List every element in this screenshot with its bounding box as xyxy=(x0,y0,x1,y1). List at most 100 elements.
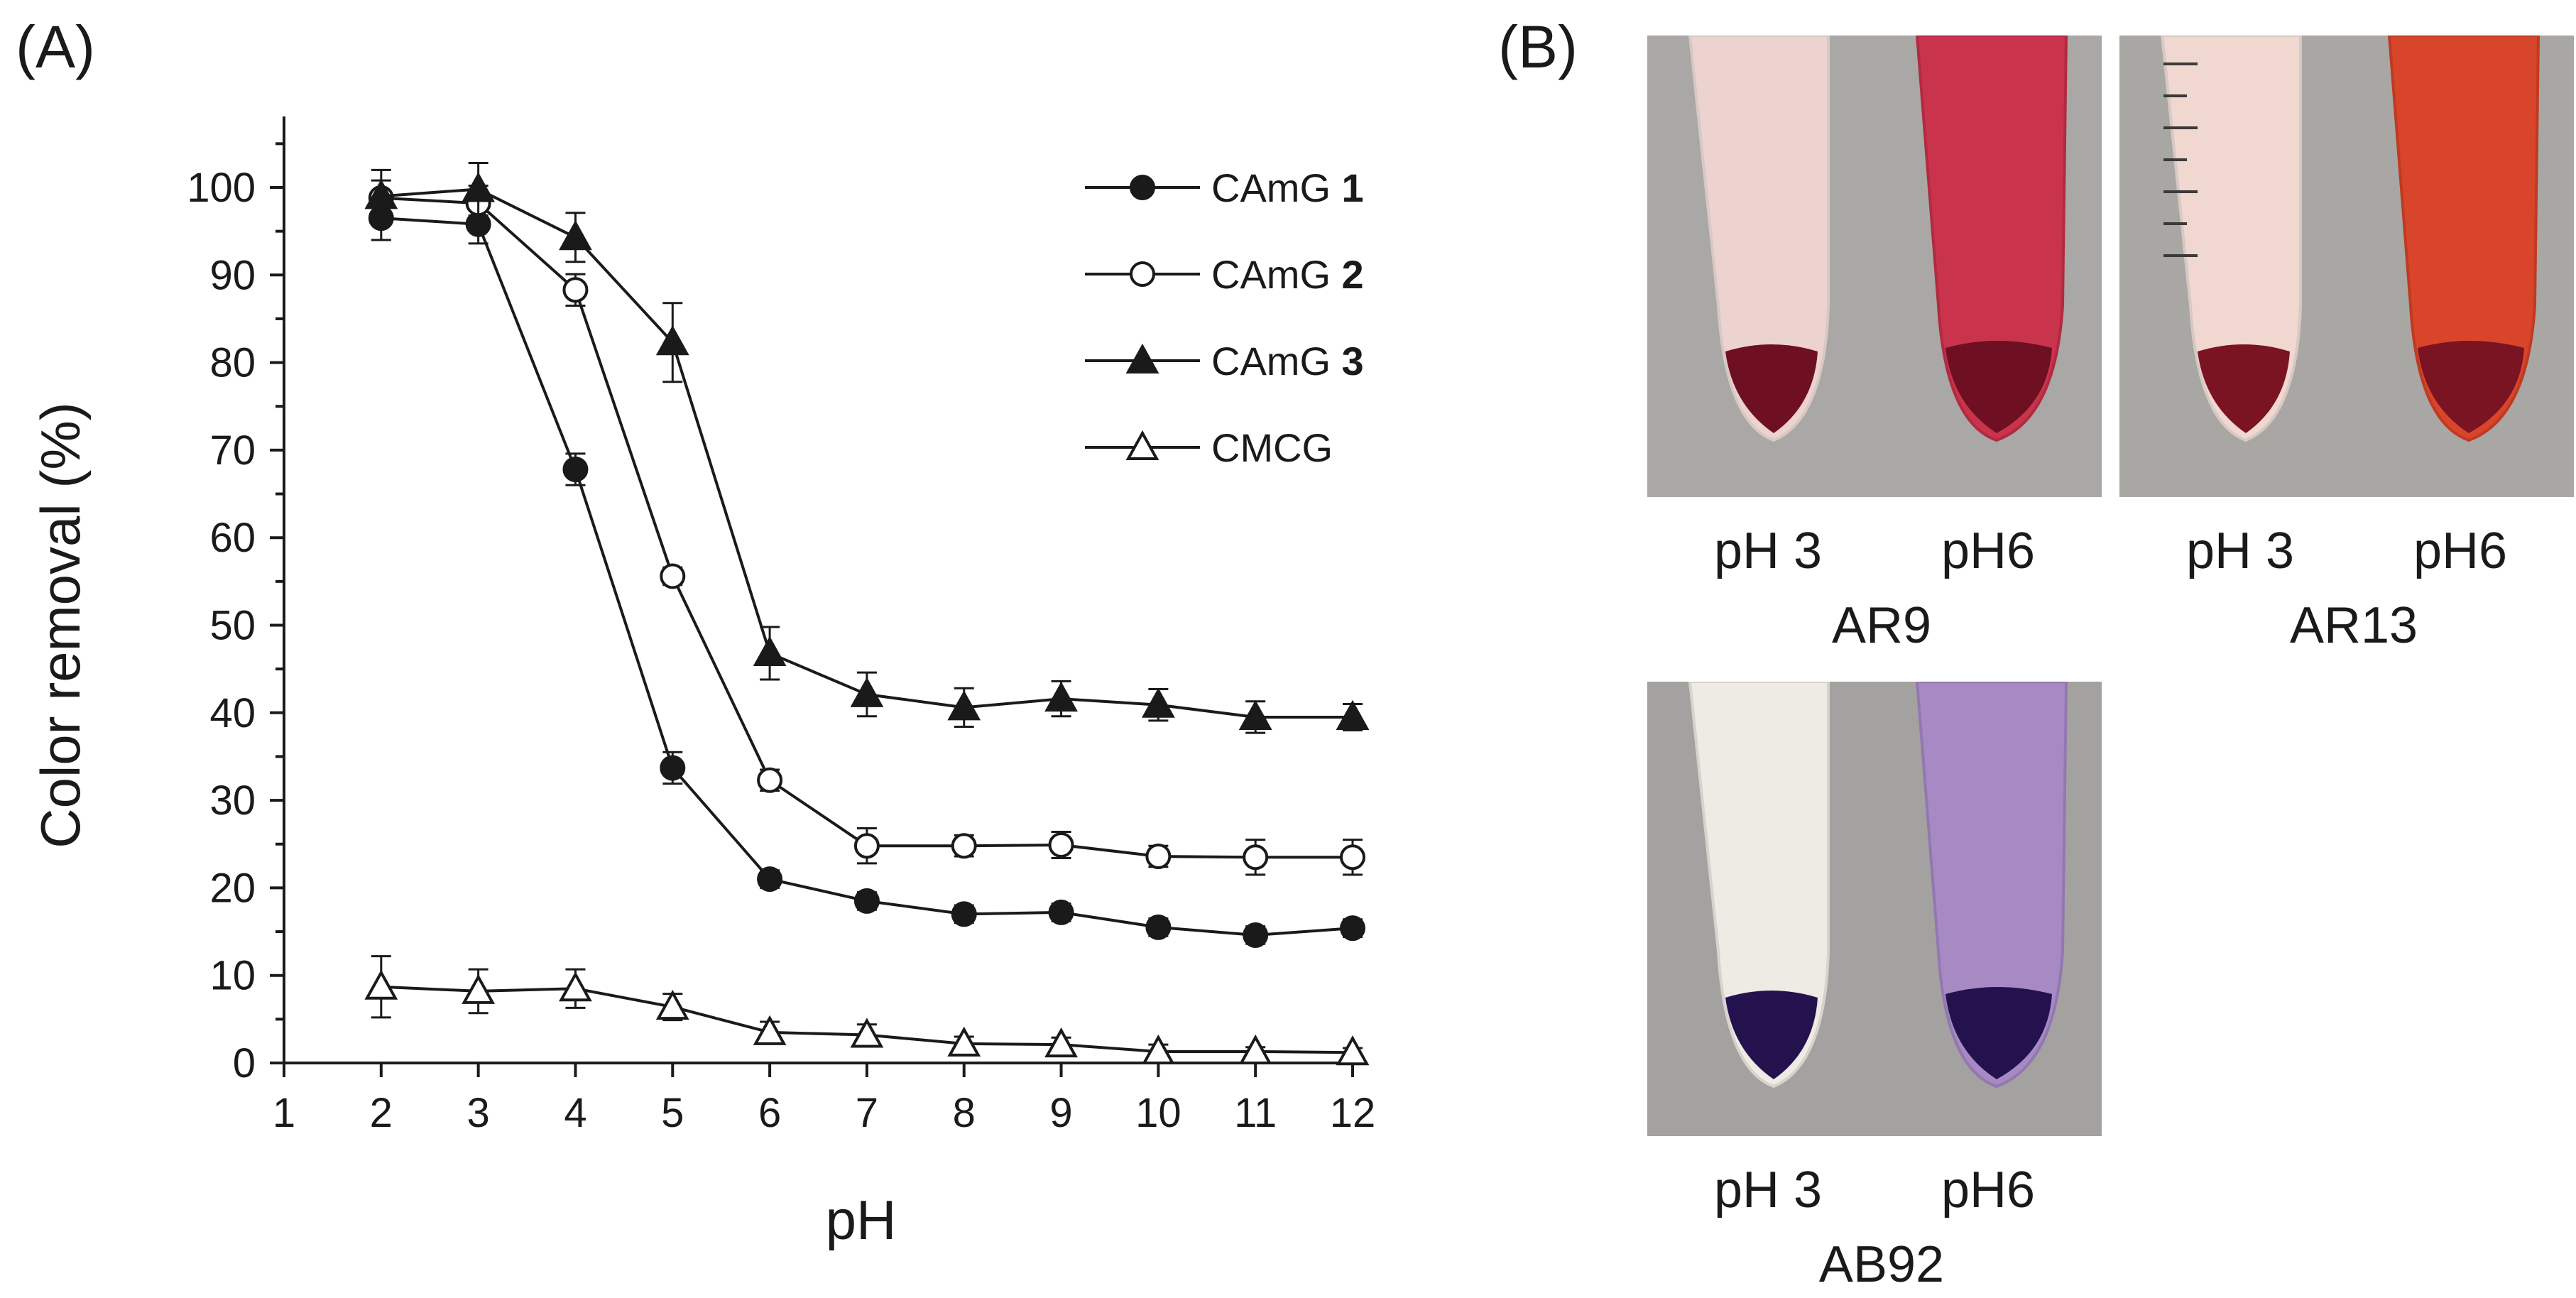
legend-entry-3: CAmG 3 xyxy=(1085,339,1364,383)
data-point xyxy=(1243,844,1269,871)
tube-right xyxy=(2387,36,2540,442)
tube-left xyxy=(2160,36,2302,442)
tube-right xyxy=(1915,36,2068,442)
y-axis-label: Color removal (%) xyxy=(29,402,92,848)
data-point xyxy=(655,989,689,1020)
series-2 xyxy=(368,179,1365,876)
legend-marker xyxy=(1130,261,1155,287)
data-point xyxy=(757,767,783,793)
chart-series xyxy=(364,161,1370,1066)
y-tick-label: 0 xyxy=(233,1040,256,1086)
y-tick-label: 20 xyxy=(209,865,256,911)
data-point xyxy=(1243,922,1269,948)
sediment-left xyxy=(1725,991,1818,1079)
data-point xyxy=(1048,899,1074,925)
chart-legend: CAmG 1 CAmG 2 CAmG 3 CMCG xyxy=(1085,165,1364,470)
x-tick-label: 6 xyxy=(758,1090,781,1136)
data-point xyxy=(1141,1034,1175,1064)
y-tick-label: 90 xyxy=(209,252,256,298)
series-3 xyxy=(364,161,1370,734)
data-point xyxy=(1141,687,1175,718)
photo-ar13 xyxy=(2119,36,2574,497)
y-tick-label: 100 xyxy=(187,165,256,211)
data-point xyxy=(562,277,589,303)
series-4 xyxy=(364,955,1370,1066)
data-point xyxy=(559,971,592,1002)
x-tick-label: 11 xyxy=(1234,1090,1277,1136)
data-point xyxy=(947,690,981,721)
x-tick-label: 3 xyxy=(467,1090,490,1136)
panel-a-label: (A) xyxy=(16,13,95,80)
panel-b-label: (B) xyxy=(1498,13,1578,80)
volume-scale-ticks xyxy=(2163,62,2198,257)
sediment-left xyxy=(1725,344,1818,433)
sediment-right xyxy=(2418,341,2524,433)
legend-entry-2: CAmG 2 xyxy=(1085,252,1364,297)
data-point xyxy=(655,325,689,356)
data-point xyxy=(753,636,787,666)
y-tick-label: 10 xyxy=(209,953,256,999)
sediment-right xyxy=(1945,987,2052,1079)
data-point xyxy=(1145,844,1172,870)
x-tick-label: 1 xyxy=(273,1090,295,1136)
data-point xyxy=(1238,1034,1272,1064)
y-tick-label: 40 xyxy=(209,690,256,736)
ar13-right-caption: pH6 xyxy=(2413,523,2508,579)
data-point xyxy=(850,677,884,707)
ar9-left-caption: pH 3 xyxy=(1713,523,1823,579)
legend-label: CMCG xyxy=(1211,425,1333,470)
x-tick-label: 5 xyxy=(661,1090,684,1136)
x-tick-label: 12 xyxy=(1330,1090,1376,1136)
data-point xyxy=(364,969,398,1000)
data-point xyxy=(951,833,977,859)
y-tick-label: 60 xyxy=(209,515,256,561)
x-tick-label: 7 xyxy=(856,1090,878,1136)
data-point xyxy=(660,563,686,589)
x-tick-label: 10 xyxy=(1135,1090,1181,1136)
data-point xyxy=(853,888,880,914)
y-tick-label: 80 xyxy=(209,340,256,386)
legend-marker xyxy=(1125,430,1159,460)
data-point xyxy=(1044,681,1078,712)
series-line xyxy=(381,187,1353,719)
data-point xyxy=(660,755,686,781)
data-point xyxy=(1044,1027,1078,1058)
data-point xyxy=(853,833,880,859)
data-point xyxy=(753,1015,787,1045)
x-tick-label: 2 xyxy=(370,1090,393,1136)
data-point xyxy=(364,179,398,209)
legend-marker xyxy=(1125,343,1159,373)
data-point xyxy=(757,866,783,893)
data-point xyxy=(1145,914,1172,940)
ar9-right-caption: pH6 xyxy=(1941,523,2036,579)
data-point xyxy=(947,1026,981,1057)
ab92-right-caption: pH6 xyxy=(1941,1162,2036,1218)
data-point xyxy=(462,974,496,1004)
data-point xyxy=(462,172,496,202)
y-tick-label: 70 xyxy=(209,427,256,474)
legend-marker xyxy=(1130,175,1155,200)
photo-ar9 xyxy=(1647,36,2102,497)
data-point xyxy=(1336,699,1370,730)
data-point xyxy=(562,457,589,483)
series-1 xyxy=(368,195,1365,948)
data-point xyxy=(559,220,592,251)
ar13-dye-caption: AR13 xyxy=(2289,597,2418,654)
sediment-right xyxy=(1945,341,2052,433)
ar13-left-caption: pH 3 xyxy=(2185,523,2295,579)
data-point xyxy=(1048,831,1074,858)
tube-left xyxy=(1688,682,1830,1089)
x-tick-label: 4 xyxy=(564,1090,586,1136)
x-axis-label: pH xyxy=(826,1189,897,1251)
photo-ab92 xyxy=(1647,682,2102,1136)
ab92-left-caption: pH 3 xyxy=(1713,1162,1823,1218)
tube-right xyxy=(1915,682,2068,1089)
sediment-left xyxy=(2198,344,2290,433)
data-point xyxy=(1340,844,1365,871)
data-point xyxy=(1238,699,1272,730)
x-tick-label: 9 xyxy=(1049,1090,1072,1136)
y-tick-label: 30 xyxy=(209,778,256,824)
